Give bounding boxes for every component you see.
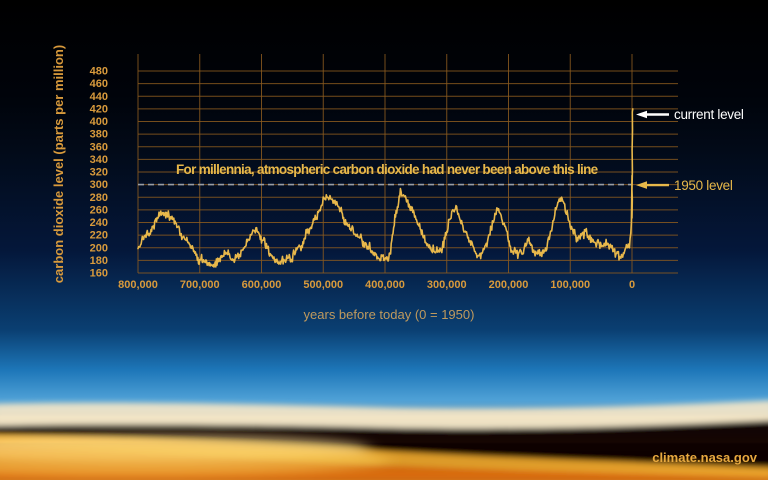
svg-text:700,000: 700,000 [180,279,220,291]
svg-text:300: 300 [90,179,108,191]
svg-text:460: 460 [90,78,108,90]
svg-text:420: 420 [90,103,108,115]
svg-text:320: 320 [90,167,108,179]
svg-text:years before today (0 = 1950): years before today (0 = 1950) [304,307,475,322]
svg-text:360: 360 [90,141,108,153]
svg-text:climate.nasa.gov: climate.nasa.gov [652,450,758,465]
svg-text:800,000: 800,000 [118,279,158,291]
svg-text:180: 180 [90,255,108,267]
svg-text:500,000: 500,000 [303,279,343,291]
svg-text:340: 340 [90,154,108,166]
svg-text:current level: current level [674,107,744,122]
svg-text:280: 280 [90,192,108,204]
svg-text:300,000: 300,000 [427,279,467,291]
svg-text:480: 480 [90,66,108,78]
svg-text:220: 220 [90,230,108,242]
svg-text:For millennia, atmospheric car: For millennia, atmospheric carbon dioxid… [176,162,599,177]
svg-text:260: 260 [90,204,108,216]
svg-text:400: 400 [90,116,108,128]
svg-text:240: 240 [90,217,108,229]
svg-text:160: 160 [90,268,108,280]
svg-text:1950 level: 1950 level [674,178,733,193]
svg-text:600,000: 600,000 [242,279,282,291]
svg-text:400,000: 400,000 [365,279,405,291]
svg-text:carbon dioxide level (parts pe: carbon dioxide level (parts per million) [51,45,66,283]
svg-text:0: 0 [629,279,635,291]
svg-text:200,000: 200,000 [489,279,529,291]
svg-text:440: 440 [90,91,108,103]
svg-text:380: 380 [90,129,108,141]
svg-text:100,000: 100,000 [550,279,590,291]
svg-text:200: 200 [90,242,108,254]
